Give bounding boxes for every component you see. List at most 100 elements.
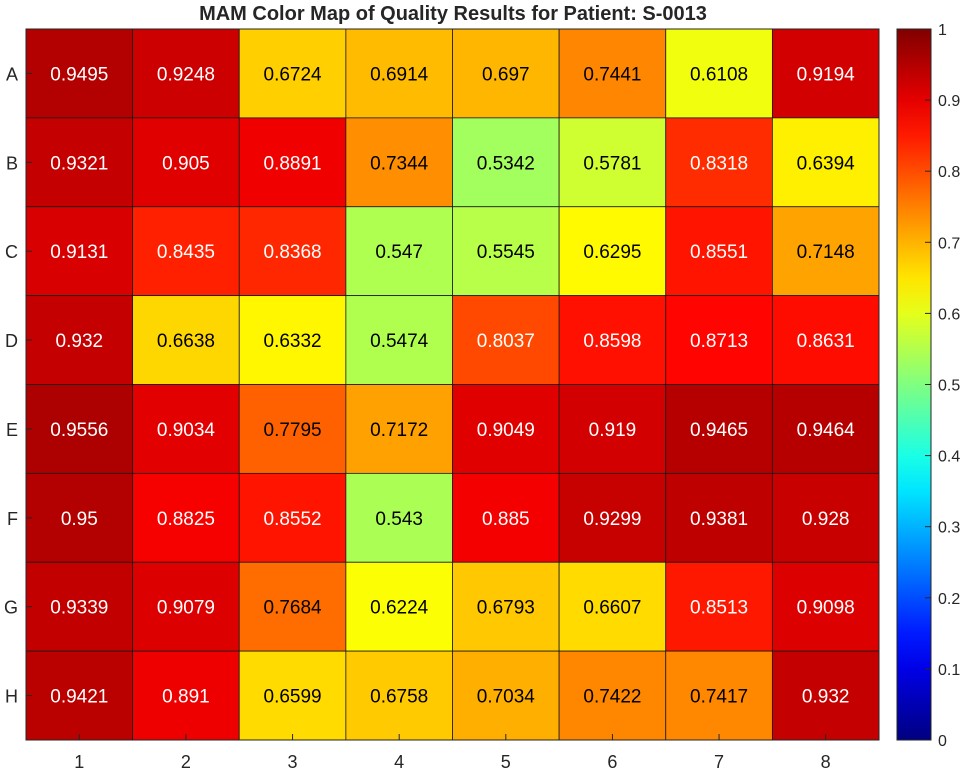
cell-value-label: 0.9194 xyxy=(797,64,856,85)
heatmap-cell xyxy=(452,28,560,119)
cell-value-label: 0.6638 xyxy=(157,331,215,352)
cell-value-label: 0.7422 xyxy=(583,687,641,708)
cell-value-label: 0.8713 xyxy=(690,331,748,352)
heatmap-cell xyxy=(452,384,560,474)
heatmap-cell xyxy=(25,561,134,652)
heatmap-cell xyxy=(452,650,560,741)
heatmap-cell xyxy=(771,472,880,563)
heatmap-cell xyxy=(771,650,880,741)
cell-value-label: 0.919 xyxy=(589,420,637,441)
cell-value-label: 0.6793 xyxy=(477,598,535,619)
cell-value-label: 0.6599 xyxy=(264,687,322,708)
colorbar-tick-label: 0 xyxy=(938,733,947,750)
heatmap-cell xyxy=(25,295,134,385)
heatmap-cell xyxy=(558,117,667,208)
heatmap-cell xyxy=(558,206,667,297)
cell-value-label: 0.891 xyxy=(162,687,210,708)
cell-value-label: 0.8037 xyxy=(477,331,535,352)
heatmap-cells: 0.9495 0.9248 0.6724 0.6914 0.697 0.7441 0.610… xyxy=(25,28,880,741)
heatmap-cell xyxy=(771,117,880,208)
cell-value-label: 0.9321 xyxy=(50,153,108,174)
cell-value-label: 0.5342 xyxy=(477,153,535,174)
colorbar-tick-label: 0.5 xyxy=(938,378,960,395)
y-tick-label: A xyxy=(6,64,18,84)
heatmap-cell xyxy=(558,384,667,474)
x-axis-ticks: 1 2 3 4 5 6 7 8 xyxy=(74,734,831,772)
heatmap-cell xyxy=(665,117,773,208)
heatmap-cell xyxy=(345,295,453,385)
x-tick-label: 5 xyxy=(501,752,511,772)
heatmap-cell xyxy=(345,28,453,119)
heatmap-cell xyxy=(665,206,773,297)
heatmap-cell xyxy=(452,561,560,652)
heatmap-cell xyxy=(132,117,240,208)
cell-value-label: 0.9131 xyxy=(50,242,108,263)
heatmap-cell xyxy=(665,384,773,474)
heatmap-cell xyxy=(452,295,560,385)
cell-value-label: 0.8552 xyxy=(264,509,322,530)
colorbar-tick-label: 0.4 xyxy=(938,449,960,466)
colorbar-tick-label: 0.6 xyxy=(938,306,960,323)
cell-value-label: 0.5474 xyxy=(370,331,429,352)
cell-value-label: 0.6758 xyxy=(370,687,428,708)
cell-value-label: 0.6295 xyxy=(583,242,641,263)
cell-value-label: 0.8551 xyxy=(690,242,748,263)
cell-value-label: 0.5781 xyxy=(583,153,641,174)
cell-value-label: 0.8891 xyxy=(264,153,322,174)
y-tick-label: D xyxy=(5,331,18,351)
colorbar-tick-label: 1 xyxy=(938,22,947,39)
colorbar-tick-label: 0.1 xyxy=(938,662,960,679)
cell-value-label: 0.7172 xyxy=(370,420,428,441)
cell-value-label: 0.9556 xyxy=(50,420,108,441)
cell-value-label: 0.6914 xyxy=(370,64,429,85)
heatmap-cell xyxy=(665,561,773,652)
heatmap-cell xyxy=(771,561,880,652)
cell-value-label: 0.8435 xyxy=(157,242,215,263)
colorbar-tick-label: 0.7 xyxy=(938,235,960,252)
heatmap-cell xyxy=(238,206,347,297)
cell-value-label: 0.9421 xyxy=(50,687,108,708)
cell-value-label: 0.928 xyxy=(802,509,850,530)
cell-value-label: 0.697 xyxy=(482,64,530,85)
cell-value-label: 0.7034 xyxy=(477,687,536,708)
heatmap-cell xyxy=(132,472,240,563)
cell-value-label: 0.9381 xyxy=(690,509,748,530)
x-tick-label: 4 xyxy=(394,752,404,772)
cell-value-label: 0.9299 xyxy=(583,509,641,530)
cell-value-label: 0.6332 xyxy=(264,331,322,352)
y-tick-label: F xyxy=(7,509,18,529)
cell-value-label: 0.9339 xyxy=(50,598,108,619)
chart-title: MAM Color Map of Quality Results for Pat… xyxy=(199,3,707,25)
cell-value-label: 0.8631 xyxy=(797,331,855,352)
heatmap-cell xyxy=(238,295,347,385)
heatmap-cell xyxy=(558,561,667,652)
heatmap-cell xyxy=(665,472,773,563)
cell-value-label: 0.95 xyxy=(61,509,98,530)
heatmap-cell xyxy=(452,472,560,563)
cell-value-label: 0.9049 xyxy=(477,420,535,441)
cell-value-label: 0.9098 xyxy=(797,598,855,619)
cell-value-label: 0.7148 xyxy=(797,242,855,263)
heatmap-cell xyxy=(25,28,134,119)
cell-value-label: 0.8368 xyxy=(264,242,322,263)
y-axis-ticks: A B C D E F G H xyxy=(4,64,32,707)
cell-value-label: 0.932 xyxy=(802,687,850,708)
heatmap-cell xyxy=(771,28,880,119)
x-tick-label: 1 xyxy=(74,752,84,772)
heatmap-cell xyxy=(452,206,560,297)
heatmap-cell xyxy=(132,561,240,652)
cell-value-label: 0.6607 xyxy=(583,598,641,619)
cell-value-label: 0.932 xyxy=(56,331,104,352)
cell-value-label: 0.8513 xyxy=(690,598,748,619)
cell-value-label: 0.7344 xyxy=(370,153,429,174)
cell-value-label: 0.6108 xyxy=(690,64,748,85)
x-tick-label: 3 xyxy=(288,752,298,772)
heatmap-cell xyxy=(345,206,453,297)
cell-value-label: 0.9248 xyxy=(157,64,215,85)
heatmap-cell xyxy=(345,384,453,474)
cell-value-label: 0.6224 xyxy=(370,598,429,619)
cell-value-label: 0.5545 xyxy=(477,242,535,263)
cell-value-label: 0.7441 xyxy=(583,64,641,85)
heatmap-cell xyxy=(771,384,880,474)
